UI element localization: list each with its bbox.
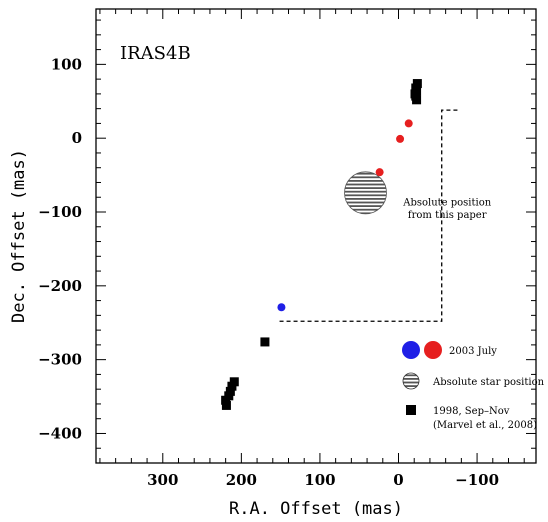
- x-tick-label: 0: [393, 471, 403, 489]
- vlba-1998-point: [225, 386, 235, 396]
- legend-2003-label: 2003 July: [449, 346, 497, 357]
- legend-1998-label: 1998, Sep–Nov: [433, 406, 510, 417]
- y-tick-label: 100: [51, 55, 82, 73]
- x-axis-title: R.A. Offset (mas): [229, 499, 403, 519]
- legend-2003-blue-marker: [402, 341, 420, 359]
- annotation-absolute-position: Absolute position: [402, 197, 492, 208]
- vlba-1998-point: [412, 79, 422, 89]
- y-tick-label: −300: [38, 351, 82, 369]
- legend-star-marker: [402, 372, 420, 390]
- legend-2003-red-marker: [424, 341, 442, 359]
- x-tick-label: 100: [304, 471, 335, 489]
- vlba-1998-point: [229, 377, 239, 387]
- y-axis-title: Dec. Offset (mas): [9, 149, 29, 323]
- annotation-from-this-paper: from this paper: [408, 210, 487, 221]
- vla-2003-point: [404, 119, 413, 128]
- absolute-star-position-marker: [344, 171, 387, 215]
- dashed-bracket: [276, 109, 458, 322]
- x-tick-label: 300: [147, 471, 178, 489]
- data-points: [221, 79, 422, 410]
- legend-1998-sublabel: (Marvel et al., 2008): [433, 420, 537, 431]
- x-tick-label: −100: [455, 471, 499, 489]
- vla-2003-point: [277, 303, 286, 312]
- panel-title: IRAS4B: [120, 43, 191, 64]
- vla-2003-point: [375, 168, 384, 177]
- y-tick-label: −400: [38, 424, 82, 442]
- axis-ticks: [96, 9, 536, 464]
- y-tick-label: −200: [38, 277, 82, 295]
- y-tick-label: −100: [38, 203, 82, 221]
- legend-1998-marker: [406, 405, 416, 415]
- tick-labels: 300 200 100 0 −100 100 0 −100 −200 −300 −400: [38, 55, 499, 489]
- vlba-1998-point: [260, 337, 270, 347]
- vla-2003-point: [396, 134, 405, 143]
- x-tick-label: 200: [226, 471, 257, 489]
- vlba-1998-point: [221, 400, 231, 410]
- legend-star-label: Absolute star position: [432, 377, 545, 388]
- y-tick-label: 0: [72, 129, 82, 147]
- legend: 2003 July Absolute star position 1998, S…: [402, 341, 545, 431]
- plot-frame: [95, 8, 537, 464]
